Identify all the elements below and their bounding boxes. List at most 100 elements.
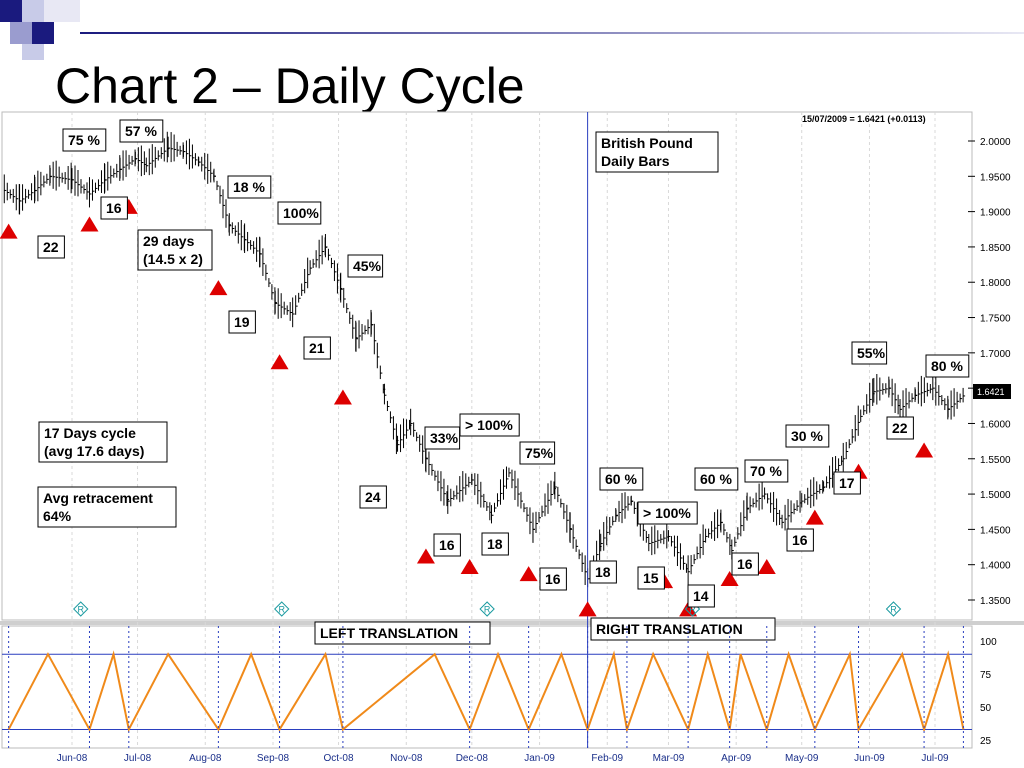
cycle-count-label: 22 bbox=[37, 235, 65, 259]
svg-text:LEFT TRANSLATION: LEFT TRANSLATION bbox=[320, 625, 458, 641]
svg-text:57 %: 57 % bbox=[125, 123, 157, 139]
last-price-label: 1.6421 bbox=[977, 387, 1005, 397]
retracement-label: 75% bbox=[519, 441, 556, 465]
y-tick-label: 1.6000 bbox=[980, 419, 1011, 430]
x-tick-label: Dec-08 bbox=[456, 753, 489, 764]
svg-text:16: 16 bbox=[737, 556, 753, 572]
x-tick-label: Aug-08 bbox=[189, 753, 222, 764]
note-box: Avg retracement 64% bbox=[37, 486, 177, 528]
retracement-label: 75 % bbox=[62, 128, 107, 152]
svg-text:Avg retracement: Avg retracement bbox=[43, 490, 153, 506]
svg-text:75%: 75% bbox=[525, 445, 554, 461]
x-tick-label: Jan-09 bbox=[524, 753, 555, 764]
oscillator-line bbox=[7, 650, 965, 734]
svg-text:60 %: 60 % bbox=[605, 471, 637, 487]
quote-text: 15/07/2009 = 1.6421 (+0.0113) bbox=[802, 114, 926, 124]
retracement-label: 55% bbox=[851, 341, 888, 365]
y-tick-label: 1.4000 bbox=[980, 561, 1011, 572]
cycle-count-label: 17 bbox=[833, 471, 861, 495]
y-tick-label: 1.9000 bbox=[980, 208, 1011, 219]
y-tick-label: 1.5500 bbox=[980, 455, 1011, 466]
svg-text:> 100%: > 100% bbox=[465, 417, 513, 433]
retracement-label: 60 % bbox=[694, 467, 739, 491]
retracement-label: 70 % bbox=[744, 459, 789, 483]
cycle-low-arrow bbox=[80, 216, 99, 232]
retracement-label: 30 % bbox=[785, 424, 830, 448]
svg-text:100%: 100% bbox=[283, 205, 319, 221]
svg-text:22: 22 bbox=[892, 420, 908, 436]
svg-text:16: 16 bbox=[439, 537, 455, 553]
x-tick-label: Feb-09 bbox=[591, 753, 623, 764]
oscillator-panel bbox=[1, 625, 973, 749]
retracement-label: 80 % bbox=[925, 354, 970, 378]
r-marker-label: R bbox=[484, 605, 491, 615]
cycle-low-arrow bbox=[519, 566, 538, 582]
svg-text:19: 19 bbox=[234, 314, 250, 330]
y-tick-label: 1.5000 bbox=[980, 490, 1011, 501]
retracement-label: 100% bbox=[277, 201, 322, 225]
r-marker-label: R bbox=[689, 605, 696, 615]
svg-text:33%: 33% bbox=[430, 430, 459, 446]
x-tick-label: Jun-09 bbox=[854, 753, 885, 764]
y-tick-label: 1.8000 bbox=[980, 278, 1011, 289]
y-tick-label: 1.9500 bbox=[980, 172, 1011, 183]
cycle-low-arrow bbox=[805, 509, 824, 525]
svg-text:80 %: 80 % bbox=[931, 358, 963, 374]
r-marker-label: R bbox=[890, 605, 897, 615]
slide-logo-squares bbox=[0, 0, 80, 60]
svg-text:15: 15 bbox=[643, 570, 659, 586]
cycle-low-arrow bbox=[209, 280, 228, 296]
cycle-count-label: 22 bbox=[886, 416, 914, 440]
x-tick-label: May-09 bbox=[785, 753, 819, 764]
cycle-low-arrow bbox=[578, 601, 597, 617]
note-box: 17 Days cycle (avg 17.6 days) bbox=[38, 421, 168, 463]
cycle-count-label: 19 bbox=[228, 310, 256, 334]
svg-text:16: 16 bbox=[106, 200, 122, 216]
svg-text:21: 21 bbox=[309, 340, 325, 356]
svg-text:16: 16 bbox=[792, 532, 808, 548]
cycle-low-arrow bbox=[757, 559, 776, 575]
svg-text:22: 22 bbox=[43, 239, 59, 255]
cycle-count-label: 16 bbox=[433, 533, 461, 557]
r-marker-label: R bbox=[77, 605, 84, 615]
r-marker bbox=[479, 601, 495, 617]
price-bars bbox=[3, 131, 966, 588]
cycle-low-arrow bbox=[915, 442, 934, 458]
y-tick-label: 1.4500 bbox=[980, 525, 1011, 536]
y-tick-label: 1.7500 bbox=[980, 314, 1011, 325]
cycle-count-label: 21 bbox=[303, 336, 331, 360]
svg-text:55%: 55% bbox=[857, 345, 886, 361]
svg-text:45%: 45% bbox=[353, 258, 382, 274]
cycle-low-arrow bbox=[460, 559, 479, 575]
cycle-count-label: 18 bbox=[481, 532, 509, 556]
y-tick-label: 1.3500 bbox=[980, 596, 1011, 607]
left-translation-label: LEFT TRANSLATION bbox=[314, 621, 491, 645]
svg-text:18: 18 bbox=[487, 536, 503, 552]
cycle-low-arrow bbox=[720, 571, 739, 587]
y-tick-label: 2.0000 bbox=[980, 137, 1011, 148]
cycle-count-label: 16 bbox=[731, 552, 759, 576]
right-translation-label: RIGHT TRANSLATION bbox=[590, 617, 776, 641]
slide-title: Chart 2 – Daily Cycle bbox=[55, 58, 525, 114]
svg-text:17 Days cycle: 17 Days cycle bbox=[44, 425, 136, 441]
r-marker bbox=[73, 601, 89, 617]
cycle-count-label: 18 bbox=[589, 560, 617, 584]
cycle-low-arrow bbox=[0, 223, 18, 239]
retracement-label: > 100% bbox=[637, 501, 698, 525]
x-tick-label: Jul-09 bbox=[921, 753, 949, 764]
osc-y-tick-label: 25 bbox=[980, 736, 992, 747]
svg-text:60 %: 60 % bbox=[700, 471, 732, 487]
osc-y-tick-label: 50 bbox=[980, 703, 992, 714]
x-tick-label: Jun-08 bbox=[57, 753, 88, 764]
svg-text:16: 16 bbox=[545, 571, 561, 587]
svg-text:64%: 64% bbox=[43, 508, 72, 524]
cycle-count-label: 24 bbox=[359, 485, 387, 509]
cycle-count-label: 16 bbox=[539, 567, 567, 591]
osc-y-tick-label: 75 bbox=[980, 670, 992, 681]
x-tick-label: Mar-09 bbox=[653, 753, 685, 764]
svg-text:(14.5 x 2): (14.5 x 2) bbox=[143, 251, 203, 267]
svg-text:17: 17 bbox=[839, 475, 855, 491]
retracement-label: 45% bbox=[347, 254, 384, 278]
note-box: 29 days (14.5 x 2) bbox=[137, 229, 213, 271]
cycle-count-label: 15 bbox=[637, 566, 665, 590]
